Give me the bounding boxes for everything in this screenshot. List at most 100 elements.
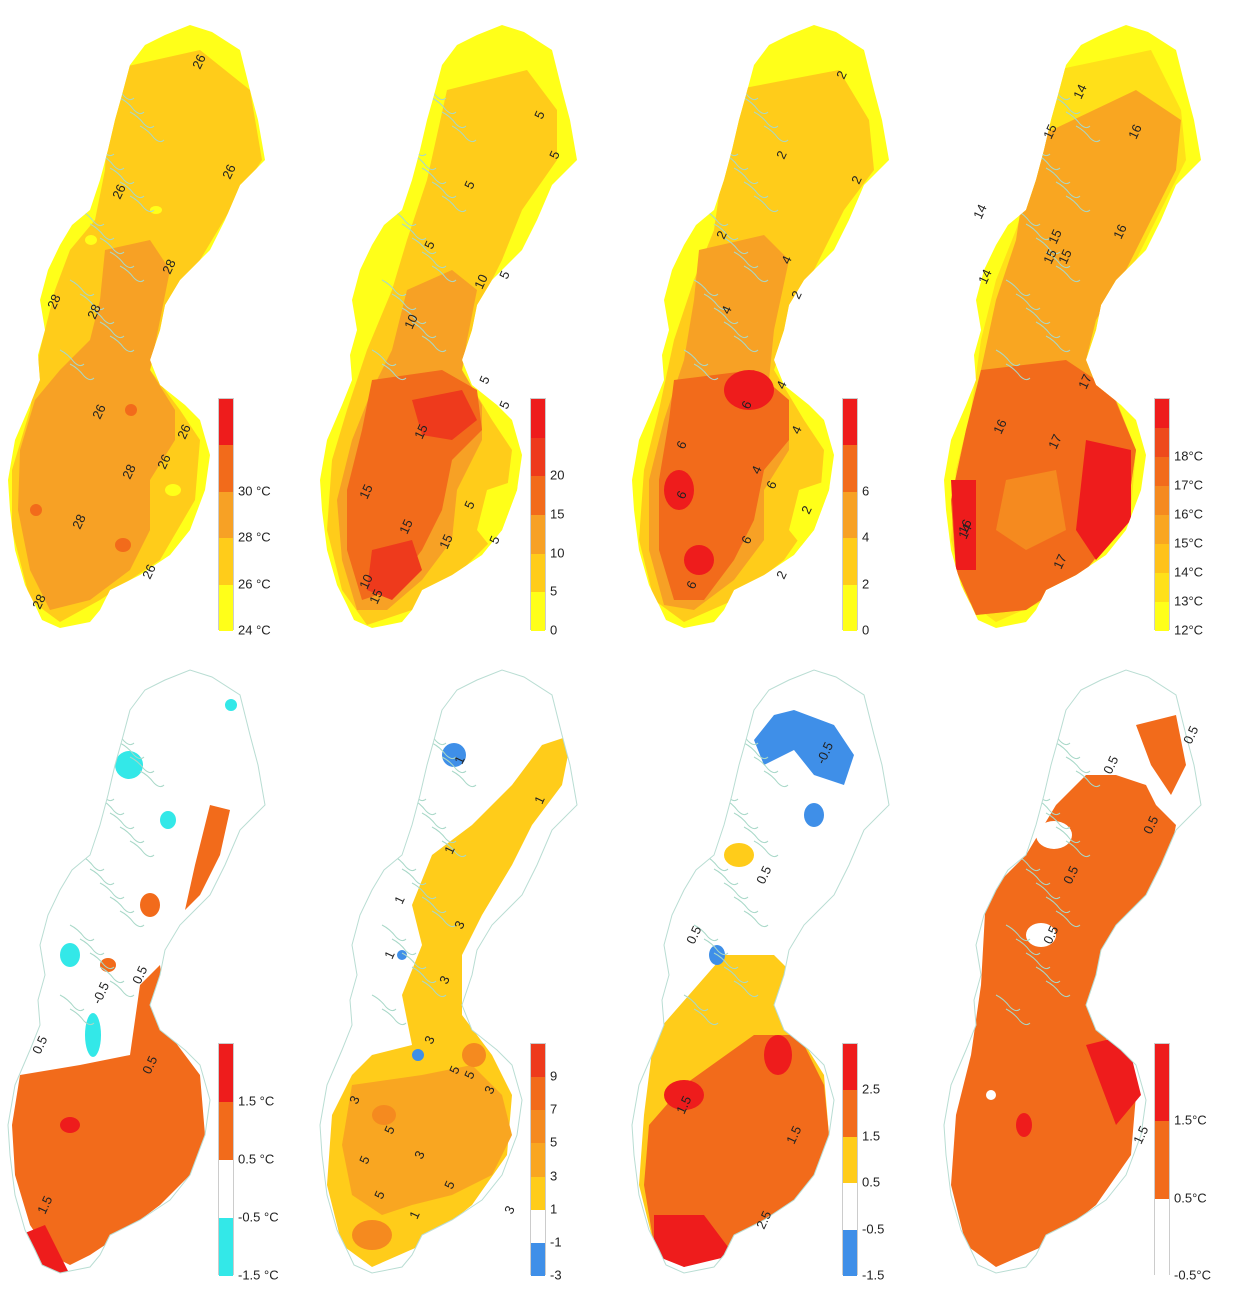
contour-label: 26 <box>109 182 129 201</box>
contour-label: 28 <box>159 257 179 276</box>
contour-label: 28 <box>119 462 139 481</box>
contour-label: 15 <box>436 532 456 551</box>
contour-region <box>654 1035 792 1267</box>
legend-swatch <box>531 476 545 515</box>
map-panel-p2: 5 5 5 5 10 5 10 15 5 15 15 5 15 5 10 15 5 0 5 10 15 20 <box>312 10 622 648</box>
color-legend: -1.5 °C -0.5 °C 0.5 °C 1.5 °C <box>218 1043 298 1283</box>
contour-label: 17 <box>1075 372 1095 391</box>
legend-swatch <box>219 399 233 446</box>
legend-swatch <box>1155 573 1169 602</box>
contour-label: 17 <box>1050 552 1070 571</box>
contour-label: 0.5 <box>1180 724 1201 747</box>
contour-label: 5 <box>476 373 493 386</box>
map-panel-p6: 1 1 1 1 3 1 3 3 5 5 3 3 5 3 5 5 5 1 3 -3 -1 1 3 5 7 9 <box>312 655 622 1293</box>
legend-color-bar <box>530 398 546 631</box>
legend-tick-label: 26 °C <box>238 576 271 592</box>
legend-tick-label: 0.5°C <box>1174 1190 1207 1206</box>
legend-swatch <box>531 515 545 554</box>
legend-swatch <box>531 1044 545 1078</box>
contour-region <box>951 440 1131 570</box>
contour-label: 2 <box>773 568 790 581</box>
legend-swatch <box>531 1110 545 1144</box>
legend-tick-label: 13°C <box>1174 593 1204 609</box>
legend-tick-label: -1.5 <box>862 1267 885 1283</box>
contour-region <box>100 805 230 972</box>
contour-label: 15 <box>1055 247 1075 266</box>
contour-label: 1.5 <box>34 1194 55 1217</box>
sweden-map: -0.5 0.5 0.5 1.5 1.5 2.5 <box>631 669 890 1274</box>
legend-color-bar <box>218 398 234 631</box>
contour-label: 0.5 <box>1140 814 1161 837</box>
legend-tick-label: 17°C <box>1174 477 1204 493</box>
legend-tick-label: 14°C <box>1174 564 1204 580</box>
legend-tick-label: 1.5 <box>862 1128 881 1144</box>
legend-swatch <box>531 592 545 631</box>
legend-swatch <box>843 491 857 539</box>
contour-label: 17 <box>1045 432 1065 451</box>
legend-swatch <box>843 584 857 631</box>
legend-swatch <box>843 445 857 492</box>
legend-swatch <box>1155 544 1169 573</box>
legend-swatch <box>1155 515 1169 544</box>
contour-region <box>367 390 477 600</box>
contour-label: 0.5 <box>129 964 150 987</box>
contour-label: 15 <box>1045 227 1065 246</box>
legend-tick-label: 18°C <box>1174 448 1204 464</box>
contour-label: 0.5 <box>1100 754 1121 777</box>
legend-tick-label: -0.5°C <box>1174 1267 1211 1283</box>
legend-tick-label: -1.5 °C <box>238 1267 279 1283</box>
legend-swatch <box>1155 428 1169 457</box>
contour-region <box>1016 1035 1141 1137</box>
contour-label: 28 <box>29 592 49 611</box>
country-outline <box>319 669 578 1274</box>
color-legend: -3 -1 1 3 5 7 9 <box>530 1043 610 1283</box>
legend-tick-label: 9 <box>550 1068 558 1084</box>
legend-tick-label: 28 °C <box>238 529 271 545</box>
contour-label: 5 <box>496 268 513 281</box>
river-lines <box>371 69 477 381</box>
legend-swatch <box>1155 1121 1169 1199</box>
country-outline <box>943 669 1202 1274</box>
contour-label: 1.5 <box>673 1094 694 1117</box>
color-legend: 0 2 4 6 <box>842 398 922 638</box>
contour-label: 26 <box>139 562 159 581</box>
contour-label: 3 <box>501 1203 518 1216</box>
legend-swatch <box>1155 602 1169 631</box>
contour-label: 14 <box>1070 82 1090 101</box>
legend-swatch <box>531 1176 545 1210</box>
contour-label: 1.5 <box>1130 1124 1151 1147</box>
legend-tick-label: 4 <box>862 529 870 545</box>
contour-label: 15 <box>1040 247 1060 266</box>
legend-swatch <box>219 538 233 585</box>
legend-swatch <box>843 1044 857 1091</box>
legend-tick-label: 24 °C <box>238 622 271 638</box>
contour-region <box>12 965 205 1265</box>
contour-label: 0.5 <box>29 1034 50 1057</box>
legend-swatch <box>219 1218 233 1276</box>
contour-region <box>659 370 789 600</box>
contour-label: 2.5 <box>753 1209 774 1232</box>
legend-swatch <box>531 399 545 438</box>
legend-swatch <box>843 399 857 446</box>
legend-tick-label: 30 °C <box>238 483 271 499</box>
legend-swatch <box>531 1143 545 1177</box>
legend-tick-label: 12°C <box>1174 622 1204 638</box>
legend-tick-label: 3 <box>550 1168 558 1184</box>
contour-label: 26 <box>219 162 239 181</box>
contour-label: 10 <box>401 312 421 331</box>
legend-tick-label: 15 <box>550 506 565 522</box>
legend-swatch <box>531 1077 545 1111</box>
legend-swatch <box>531 553 545 593</box>
contour-label: 28 <box>84 302 104 321</box>
contour-region <box>352 1043 486 1250</box>
contour-label: 26 <box>154 452 174 471</box>
legend-tick-label: -0.5 °C <box>238 1209 279 1225</box>
contour-region <box>20 1117 80 1273</box>
map-panel-p7: -0.5 0.5 0.5 1.5 1.5 2.5 -1.5 -0.5 0.5 1.5 2.5 <box>624 655 934 1293</box>
legend-swatch <box>1155 486 1169 515</box>
contour-label: 16 <box>990 417 1010 436</box>
color-legend: -0.5°C 0.5°C 1.5°C <box>1154 1043 1234 1283</box>
map-panel-p5: 0.5 -0.5 0.5 0.5 1.5 -1.5 °C -0.5 °C 0.5 °C 1.5 … <box>0 655 310 1293</box>
contour-label: 26 <box>174 422 194 441</box>
